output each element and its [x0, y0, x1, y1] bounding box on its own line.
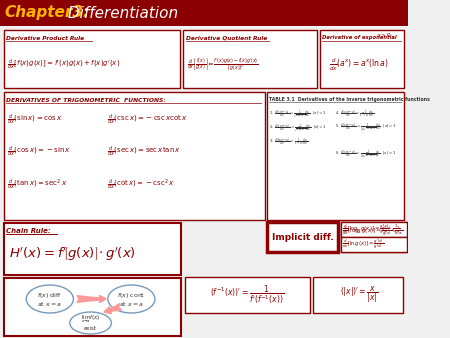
Text: $f(x)$ diff: $f(x)$ diff [37, 291, 62, 300]
Text: Derivative Product Rule: Derivative Product Rule [6, 35, 85, 41]
FancyBboxPatch shape [267, 222, 338, 252]
FancyBboxPatch shape [4, 30, 180, 88]
Text: Chapter3:: Chapter3: [4, 5, 90, 21]
Text: TABLE 3.1  Derivatives of the inverse trigonometric functions: TABLE 3.1 Derivatives of the inverse tri… [269, 97, 430, 101]
Text: $\left(|x|\right)'=\dfrac{x}{|x|}$: $\left(|x|\right)'=\dfrac{x}{|x|}$ [340, 285, 378, 305]
Text: $H'(x)=f'\!\left[g(x)\right]\!\cdot g'(x)$: $H'(x)=f'\!\left[g(x)\right]\!\cdot g'(x… [9, 245, 136, 263]
Text: $6.\ \frac{d(\csc^{-1}u)}{dx}=\frac{-1}{|u|\sqrt{u^2-1}}\frac{du}{dx},\ |x|>1$: $6.\ \frac{d(\csc^{-1}u)}{dx}=\frac{-1}{… [335, 149, 397, 161]
Text: DERIVATIVES OF TRIGONOMETRIC  FUNCTIONS:: DERIVATIVES OF TRIGONOMETRIC FUNCTIONS: [6, 97, 166, 102]
Text: $3.\ \frac{d(\tan^{-1}u)}{dx}=\frac{1}{1+u^2}\frac{du}{dx}$: $3.\ \frac{d(\tan^{-1}u)}{dx}=\frac{1}{1… [269, 136, 309, 148]
Text: Derivative Quotient Rule: Derivative Quotient Rule [186, 35, 267, 41]
Text: Implicit diff.: Implicit diff. [272, 233, 333, 241]
Text: Differentiation: Differentiation [63, 5, 179, 21]
Text: $\frac{d}{dx}(\csc x)=-\csc x\cot x$: $\frac{d}{dx}(\csc x)=-\csc x\cot x$ [107, 113, 188, 127]
FancyBboxPatch shape [183, 30, 317, 88]
FancyBboxPatch shape [267, 224, 338, 246]
Text: at $x=a$: at $x=a$ [119, 300, 144, 308]
Text: $\frac{d}{dx}[\log_a g(x)]=\frac{g'(x)}{g(x)}\cdot\frac{1}{\ln a}$: $\frac{d}{dx}[\log_a g(x)]=\frac{g'(x)}{… [342, 224, 404, 238]
Text: $\frac{d}{dx}(\sec x)=\sec x\tan x$: $\frac{d}{dx}(\sec x)=\sec x\tan x$ [107, 145, 181, 159]
Text: $5.\ \frac{d(\sec^{-1}u)}{dx}=\frac{1}{|u|\sqrt{u^2-1}}\frac{du}{dx},\ |x|>1$: $5.\ \frac{d(\sec^{-1}u)}{dx}=\frac{1}{|… [335, 122, 397, 134]
FancyBboxPatch shape [185, 277, 310, 313]
Text: $\frac{d}{dx}[f(x)g(x)]=f'(x)g(x)+f(x)g'(x)$: $\frac{d}{dx}[f(x)g(x)]=f'(x)g(x)+f(x)g'… [7, 58, 121, 72]
Text: $4.\ \frac{d(\cot^{-1}u)}{dx}=\frac{-1}{1+u^2}\frac{du}{dx}$: $4.\ \frac{d(\cot^{-1}u)}{dx}=\frac{-1}{… [335, 108, 374, 120]
Text: Implicit diff.: Implicit diff. [272, 231, 333, 240]
Text: $\frac{d}{dx}(\sin x)=\cos x$: $\frac{d}{dx}(\sin x)=\cos x$ [7, 113, 63, 127]
FancyBboxPatch shape [4, 278, 181, 336]
FancyBboxPatch shape [0, 0, 408, 26]
FancyBboxPatch shape [320, 30, 404, 88]
FancyBboxPatch shape [341, 237, 407, 252]
Text: $a>0$: $a>0$ [376, 31, 392, 39]
Text: $\frac{d}{dx}(a^x)=a^x(\ln a)$: $\frac{d}{dx}(a^x)=a^x(\ln a)$ [329, 57, 389, 73]
FancyBboxPatch shape [267, 92, 404, 220]
FancyBboxPatch shape [314, 277, 403, 313]
Text: $f(x)$ cont: $f(x)$ cont [117, 291, 145, 300]
Text: $2.\ \frac{d(\cos^{-1}u)}{dx}=\frac{-1}{\sqrt{1-u^2}}\frac{du}{dx},\ |x|<1$: $2.\ \frac{d(\cos^{-1}u)}{dx}=\frac{-1}{… [269, 122, 327, 134]
FancyBboxPatch shape [341, 222, 407, 237]
Text: Derivative of exponential: Derivative of exponential [322, 35, 396, 41]
FancyBboxPatch shape [4, 223, 181, 275]
Ellipse shape [26, 285, 73, 313]
Text: $\frac{d}{dx}\!\left[\frac{f(x)}{g(x)}\right]\!=\!\frac{f'(x)g(x)-f(x)g'(x)}{[g(: $\frac{d}{dx}\!\left[\frac{f(x)}{g(x)}\r… [187, 57, 258, 73]
Text: $\frac{d}{dx}(\tan x)=\sec^2 x$: $\frac{d}{dx}(\tan x)=\sec^2 x$ [7, 178, 68, 192]
Ellipse shape [108, 285, 155, 313]
Text: $(f^{-1}(x))'=\dfrac{1}{f'(f^{-1}(x))}$: $(f^{-1}(x))'=\dfrac{1}{f'(f^{-1}(x))}$ [210, 284, 284, 306]
Ellipse shape [70, 312, 112, 334]
FancyBboxPatch shape [341, 222, 407, 252]
Text: $\frac{d}{dx}[\log_a g(x)]=\frac{g'(x)}{g(x)}\cdot\frac{1}{\ln a}$: $\frac{d}{dx}[\log_a g(x)]=\frac{g'(x)}{… [342, 222, 401, 236]
Text: $\frac{d}{dx}(\cos x)=-\sin x$: $\frac{d}{dx}(\cos x)=-\sin x$ [7, 145, 71, 159]
Text: exist: exist [84, 325, 97, 331]
Text: $1.\ \frac{d(\sin^{-1}u)}{dx}=\frac{1}{\sqrt{1-u^2}}\frac{du}{dx},\ |x|<1$: $1.\ \frac{d(\sin^{-1}u)}{dx}=\frac{1}{\… [269, 108, 327, 120]
FancyBboxPatch shape [267, 222, 338, 252]
Text: $\lim_{x\to a}f(x)$: $\lim_{x\to a}f(x)$ [81, 313, 100, 325]
Text: $\frac{d}{dx}[\ln g(x)]=\frac{g'(x)}{g(x)}$: $\frac{d}{dx}[\ln g(x)]=\frac{g'(x)}{g(x… [342, 237, 385, 251]
FancyBboxPatch shape [4, 92, 265, 220]
Text: $\frac{d}{dx}(\cot x)=-\csc^2 x$: $\frac{d}{dx}(\cot x)=-\csc^2 x$ [107, 178, 175, 192]
Text: Chain Rule:: Chain Rule: [6, 228, 51, 234]
Text: at $x=a$: at $x=a$ [37, 300, 63, 308]
